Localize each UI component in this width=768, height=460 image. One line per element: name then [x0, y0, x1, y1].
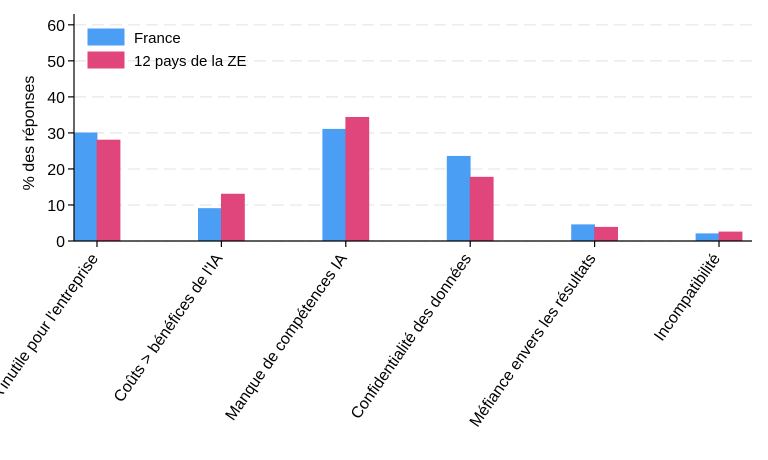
y-tick-label: 10 — [47, 198, 65, 215]
bar-ze-4 — [594, 226, 618, 242]
y-tick-label: 20 — [47, 162, 65, 179]
x-axis-ticks: IA inutile pour l'entreprise Coûts > béné… — [0, 241, 724, 430]
bar-ze-0 — [96, 139, 121, 242]
bar-ze-3 — [469, 176, 494, 242]
y-axis-ticks: 0 10 20 30 40 50 60 — [47, 18, 74, 251]
y-tick-label: 0 — [56, 234, 65, 251]
x-tick-label: Confidentialité des données — [348, 251, 475, 423]
bar-france-1 — [197, 208, 222, 242]
bar-france-5 — [695, 233, 720, 242]
bar-ze-1 — [220, 193, 245, 242]
bar-ze-2 — [345, 117, 370, 242]
x-tick-label: Incompatibilité — [651, 251, 724, 345]
bar-france-3 — [446, 155, 471, 242]
bars — [73, 117, 743, 242]
x-tick-label: Méfiance envers les résultats — [467, 251, 600, 430]
bar-france-4 — [571, 224, 595, 242]
x-tick-label: Manque de compétences IA — [223, 251, 351, 424]
y-tick-label: 60 — [47, 18, 65, 35]
y-axis-title: % des réponses — [21, 76, 38, 191]
y-tick-label: 30 — [47, 126, 65, 143]
legend-swatch-0 — [87, 28, 125, 46]
axes — [73, 14, 752, 242]
legend: France 12 pays de la ZE — [87, 28, 247, 70]
y-tick-label: 50 — [47, 54, 65, 71]
bar-france-0 — [73, 132, 98, 242]
legend-swatch-1 — [87, 51, 125, 69]
bar-ze-5 — [718, 231, 743, 242]
legend-label-0: France — [134, 30, 181, 47]
y-tick-label: 40 — [47, 90, 65, 107]
legend-label-1: 12 pays de la ZE — [134, 53, 247, 70]
grid-lines — [74, 24, 752, 242]
x-tick-label: IA inutile pour l'entreprise — [0, 251, 102, 408]
x-tick-label: Coûts > bénéfices de l'IA — [111, 251, 227, 406]
bar-france-2 — [322, 128, 347, 242]
